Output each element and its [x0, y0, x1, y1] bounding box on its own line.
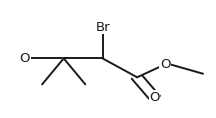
Text: Br: Br — [95, 21, 110, 34]
Text: O: O — [20, 52, 30, 65]
Text: O: O — [149, 91, 160, 104]
Text: O: O — [160, 58, 170, 71]
